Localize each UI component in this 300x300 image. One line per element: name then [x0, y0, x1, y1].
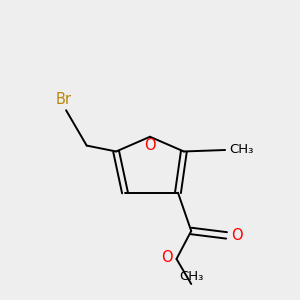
Text: CH₃: CH₃ [179, 269, 203, 283]
Text: O: O [161, 250, 173, 265]
Text: O: O [144, 138, 156, 153]
Text: O: O [231, 228, 242, 243]
Text: Br: Br [55, 92, 71, 107]
Text: CH₃: CH₃ [230, 143, 254, 157]
